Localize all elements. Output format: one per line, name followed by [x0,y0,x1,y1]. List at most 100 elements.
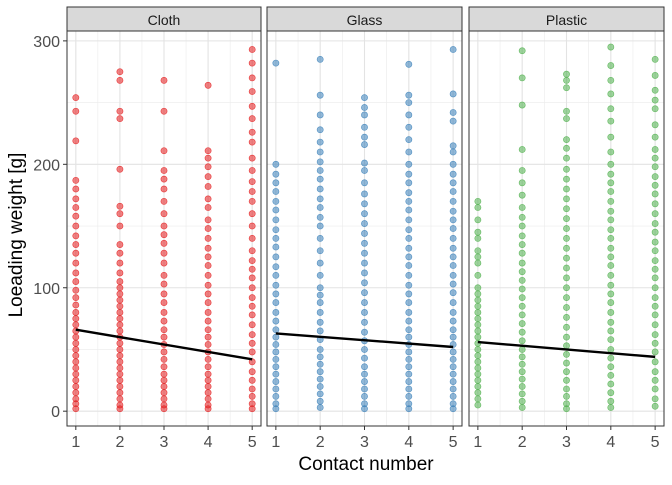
data-point [116,352,124,360]
data-point [116,107,124,115]
data-point [449,197,457,205]
data-point [204,195,212,203]
data-point [449,253,457,261]
data-point [474,253,482,261]
data-point [651,200,659,208]
data-point [272,170,280,178]
data-point [248,210,256,218]
data-point [518,311,526,319]
data-point [563,368,570,376]
data-point [204,383,212,390]
data-point [449,109,457,116]
data-point [361,392,368,400]
data-point [72,176,80,184]
data-point [248,265,256,273]
data-point [405,333,413,341]
data-point [651,247,659,255]
data-point [116,76,124,84]
data-point [474,358,482,366]
data-point [563,376,570,384]
x-tick-label: 2 [115,434,124,451]
data-point [272,216,280,224]
data-point [405,148,413,156]
data-point [160,309,168,316]
data-point [72,195,80,203]
data-point [72,301,80,309]
data-point [405,60,413,68]
data-point [405,244,413,252]
data-point [160,249,168,257]
data-point [563,405,570,413]
data-point [361,378,368,385]
data-point [361,363,368,371]
data-point [449,234,457,242]
data-point [116,327,124,335]
data-point [563,234,570,242]
data-point [72,241,80,248]
data-point [316,272,324,279]
data-point [651,257,659,264]
data-point [116,370,124,378]
data-point [116,346,124,353]
data-point [160,147,168,155]
data-point [449,170,457,178]
y-tick-label: 100 [33,281,60,298]
data-point [361,210,368,218]
data-point [316,360,324,368]
strip-background [266,6,463,32]
data-point [405,299,413,306]
data-point [607,179,615,187]
data-point [607,170,615,178]
data-point [272,272,280,279]
data-point [405,160,413,168]
data-point [361,133,368,141]
data-point [361,190,368,198]
data-point [248,46,256,53]
data-point [316,158,324,166]
data-point [405,378,413,385]
data-point [272,253,280,261]
data-point [248,348,256,356]
data-point [272,188,280,195]
data-point [160,167,168,174]
y-axis-title: Loeading weight [g] [6,153,27,318]
data-point [361,159,368,167]
data-point [204,395,212,403]
data-point [272,179,280,187]
data-point [361,111,368,119]
data-point [651,274,659,282]
data-point [361,94,368,102]
data-point [651,173,659,181]
data-point [72,383,80,390]
data-point [72,232,80,240]
data-point [160,376,168,384]
data-point [449,142,457,150]
data-point [204,355,212,363]
data-point [474,290,482,298]
data-point [316,247,324,255]
data-point [204,341,212,348]
data-point [518,268,526,276]
data-point [607,244,615,252]
data-point [204,244,212,252]
data-point [563,136,570,144]
data-point [72,259,80,267]
data-point [563,323,570,331]
data-point [474,234,482,242]
data-point [607,309,615,316]
data-point [72,389,80,397]
data-point [72,185,80,193]
data-point [272,392,280,400]
data-point [316,284,324,292]
data-point [405,197,413,205]
data-point [72,339,80,347]
data-point [248,385,256,393]
data-point [204,299,212,306]
data-point [160,222,168,230]
data-point [563,351,570,358]
data-point [272,317,280,325]
data-point [116,321,124,329]
data-point [449,225,457,232]
data-point [72,358,80,366]
data-point [160,259,168,267]
